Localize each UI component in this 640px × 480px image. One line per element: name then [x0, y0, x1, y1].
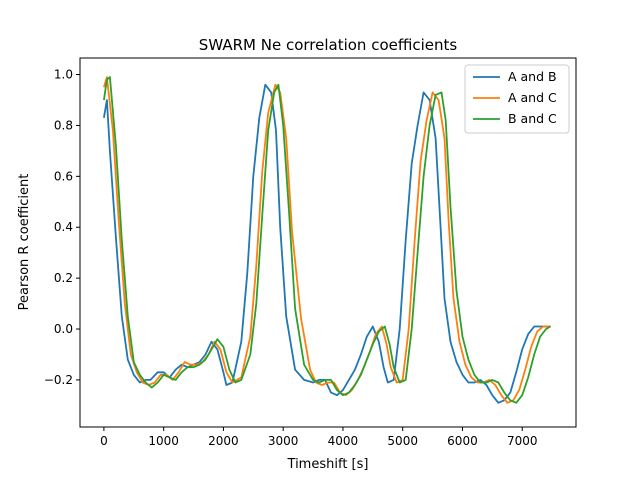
- plot-lines: [103, 76, 551, 404]
- y-tick-label: 1.0: [54, 68, 73, 82]
- x-axis-label: Timeshift [s]: [287, 457, 369, 472]
- y-tick-label: 0.4: [54, 220, 73, 234]
- x-tick-label: 7000: [507, 434, 538, 448]
- x-tick-label: 5000: [387, 434, 418, 448]
- x-tick-label: 1000: [148, 434, 179, 448]
- legend-entry-b-and-c: B and C: [508, 111, 557, 126]
- x-tick-label: 2000: [208, 434, 239, 448]
- y-tick-label: 0.8: [54, 118, 73, 132]
- plot-frame: [79, 57, 577, 428]
- y-tick-label: 0.6: [54, 169, 73, 183]
- chart-title: SWARM Ne correlation coefficients: [199, 36, 458, 54]
- x-tick-label: 4000: [328, 434, 359, 448]
- y-tick-label: 0.2: [54, 271, 73, 285]
- legend: A and B A and C B and C: [464, 64, 570, 134]
- y-axis: −0.2 0.0 0.2 0.4 0.6 0.8 1.0: [44, 68, 80, 387]
- y-tick-label: −0.2: [44, 373, 73, 387]
- series-line-b-and-c: [103, 76, 551, 404]
- x-tick-label: 6000: [447, 434, 478, 448]
- legend-entry-a-and-c: A and C: [508, 90, 557, 105]
- x-axis: 0 1000 2000 3000 4000 5000 6000 7000: [100, 427, 537, 448]
- x-tick-label: 0: [100, 434, 108, 448]
- legend-box: [464, 64, 570, 134]
- x-tick-label: 3000: [268, 434, 299, 448]
- y-tick-label: 0.0: [54, 322, 73, 336]
- legend-entry-a-and-b: A and B: [508, 69, 557, 84]
- y-axis-label: Pearson R coefficient: [17, 174, 32, 311]
